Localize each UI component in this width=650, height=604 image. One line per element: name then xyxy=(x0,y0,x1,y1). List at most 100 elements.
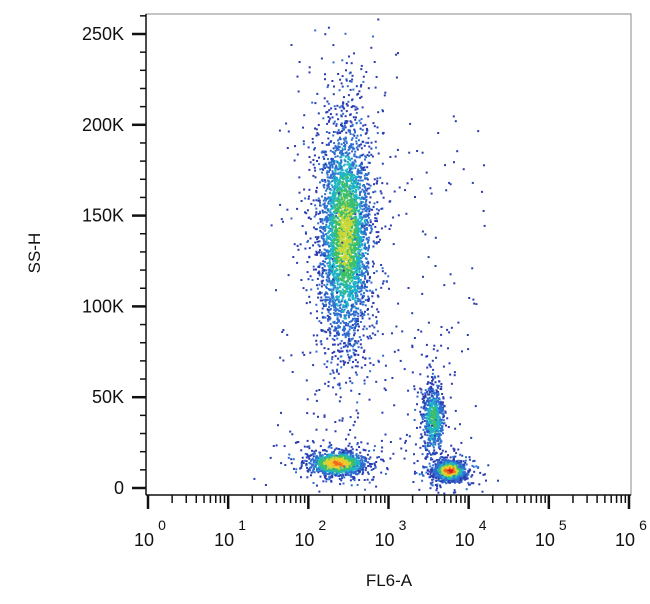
data-point xyxy=(377,310,380,313)
data-point xyxy=(332,251,334,254)
data-point xyxy=(370,153,373,156)
data-point xyxy=(358,393,361,395)
data-point xyxy=(359,302,362,305)
data-point xyxy=(379,176,382,179)
data-point xyxy=(319,218,322,221)
data-point xyxy=(345,322,348,324)
data-point xyxy=(348,147,351,150)
data-point xyxy=(313,450,316,453)
data-point xyxy=(343,291,346,294)
data-point xyxy=(351,175,354,178)
data-point xyxy=(359,309,362,312)
data-point xyxy=(349,226,352,229)
data-point xyxy=(323,206,326,208)
data-point xyxy=(347,459,350,462)
data-point xyxy=(354,253,357,256)
data-point xyxy=(320,329,323,332)
data-point xyxy=(347,293,350,296)
data-point xyxy=(335,239,338,242)
data-point xyxy=(352,298,355,300)
data-point xyxy=(345,69,347,72)
data-point xyxy=(336,197,338,200)
data-point xyxy=(331,194,334,197)
data-point xyxy=(338,188,341,191)
data-point xyxy=(380,471,383,474)
data-point xyxy=(318,460,321,463)
data-point xyxy=(318,320,321,323)
data-point xyxy=(381,162,384,165)
data-point xyxy=(337,325,340,327)
data-point xyxy=(336,131,339,134)
data-point xyxy=(338,462,341,465)
data-point xyxy=(365,268,367,271)
data-point xyxy=(377,360,380,363)
data-point xyxy=(305,232,307,235)
data-point xyxy=(363,231,366,234)
data-point xyxy=(333,85,335,88)
data-point xyxy=(352,212,355,215)
data-point xyxy=(368,244,370,247)
data-point xyxy=(341,184,344,186)
data-point xyxy=(358,170,361,173)
data-point xyxy=(331,165,334,168)
data-point xyxy=(381,270,384,273)
data-point xyxy=(320,225,323,228)
data-point xyxy=(324,304,327,307)
data-point xyxy=(361,275,364,277)
data-point xyxy=(346,179,349,182)
data-point xyxy=(338,219,341,222)
data-point xyxy=(338,332,341,335)
data-point xyxy=(329,211,332,214)
data-point xyxy=(358,196,361,199)
data-point xyxy=(313,471,316,474)
data-point xyxy=(366,253,369,255)
data-point xyxy=(340,479,343,482)
data-point xyxy=(349,291,352,294)
data-point xyxy=(338,453,341,456)
data-point xyxy=(345,461,348,464)
data-point xyxy=(351,150,353,153)
data-point xyxy=(350,206,353,209)
data-point xyxy=(329,117,332,120)
data-point xyxy=(339,278,342,280)
data-point xyxy=(355,457,358,460)
data-point xyxy=(343,254,346,257)
data-point xyxy=(352,148,355,151)
data-point xyxy=(331,214,333,217)
data-point xyxy=(368,458,371,460)
data-point xyxy=(351,248,354,251)
data-point xyxy=(436,485,439,487)
data-point xyxy=(326,280,329,283)
data-point xyxy=(309,161,312,164)
data-point xyxy=(341,85,344,88)
data-point xyxy=(307,470,310,473)
data-point xyxy=(346,275,349,277)
data-point xyxy=(351,294,354,297)
data-point xyxy=(339,204,342,207)
data-point xyxy=(340,176,343,179)
data-point xyxy=(350,80,353,83)
data-point xyxy=(342,247,345,250)
data-point xyxy=(345,102,348,105)
data-point xyxy=(327,251,330,254)
data-point xyxy=(367,216,370,219)
data-point xyxy=(346,454,349,457)
data-point xyxy=(355,238,358,241)
data-point xyxy=(356,236,359,239)
data-point xyxy=(316,240,319,243)
data-point xyxy=(321,142,324,144)
data-point xyxy=(354,221,357,223)
data-point xyxy=(312,463,315,466)
data-point xyxy=(320,231,323,234)
data-point xyxy=(308,188,311,191)
data-point xyxy=(340,172,343,175)
data-point xyxy=(356,244,359,247)
data-point xyxy=(321,222,324,225)
data-point xyxy=(306,241,309,243)
data-point xyxy=(324,291,327,294)
data-point xyxy=(334,460,336,463)
data-point xyxy=(367,247,370,250)
data-point xyxy=(333,461,335,464)
data-point xyxy=(333,309,336,311)
data-point xyxy=(353,200,356,203)
